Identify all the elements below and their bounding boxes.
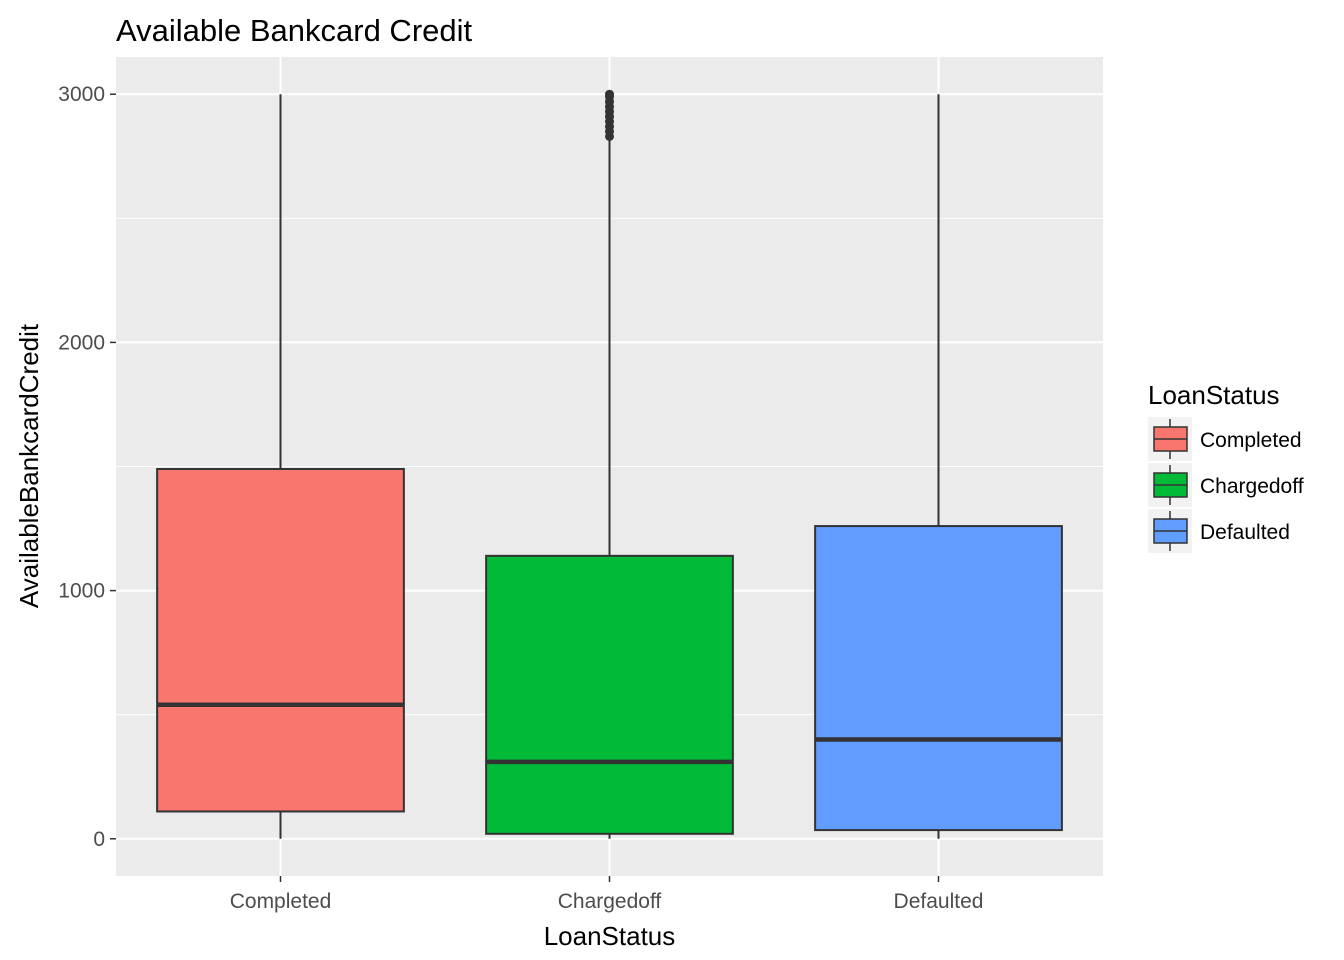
x-axis: Completed Chargedoff Defaulted <box>230 876 984 913</box>
legend: LoanStatus Completed Chargedoff Defaulted <box>1148 380 1304 553</box>
legend-label: Defaulted <box>1200 521 1290 544</box>
y-axis: 0 1000 2000 3000 <box>58 83 116 851</box>
box-body <box>814 525 1063 832</box>
boxes <box>156 89 1063 839</box>
legend-item-chargedoff: Chargedoff <box>1148 463 1304 507</box>
x-tick-label: Completed <box>230 890 332 913</box>
legend-label: Chargedoff <box>1200 475 1304 498</box>
y-tick-label: 2000 <box>58 331 105 354</box>
box-defaulted <box>814 94 1063 839</box>
chart-title: Available Bankcard Credit <box>116 13 473 48</box>
y-tick-label: 0 <box>93 828 105 851</box>
outlier-point <box>605 89 614 99</box>
legend-title: LoanStatus <box>1148 380 1280 410</box>
y-tick-label: 3000 <box>58 83 105 106</box>
legend-items: Completed Chargedoff Defaulted <box>1148 417 1304 553</box>
box-body <box>156 467 405 813</box>
x-tick-label: Defaulted <box>894 890 984 913</box>
box-chargedoff <box>485 89 734 839</box>
x-tick-label: Chargedoff <box>558 890 662 913</box>
y-tick-label: 1000 <box>58 580 105 603</box>
box-completed <box>156 94 405 839</box>
box-body <box>485 554 734 835</box>
legend-item-completed: Completed <box>1148 417 1302 461</box>
x-axis-title: LoanStatus <box>544 921 676 951</box>
legend-label: Completed <box>1200 429 1302 452</box>
legend-item-defaulted: Defaulted <box>1148 509 1290 553</box>
y-axis-title: AvailableBankcardCredit <box>14 323 44 608</box>
